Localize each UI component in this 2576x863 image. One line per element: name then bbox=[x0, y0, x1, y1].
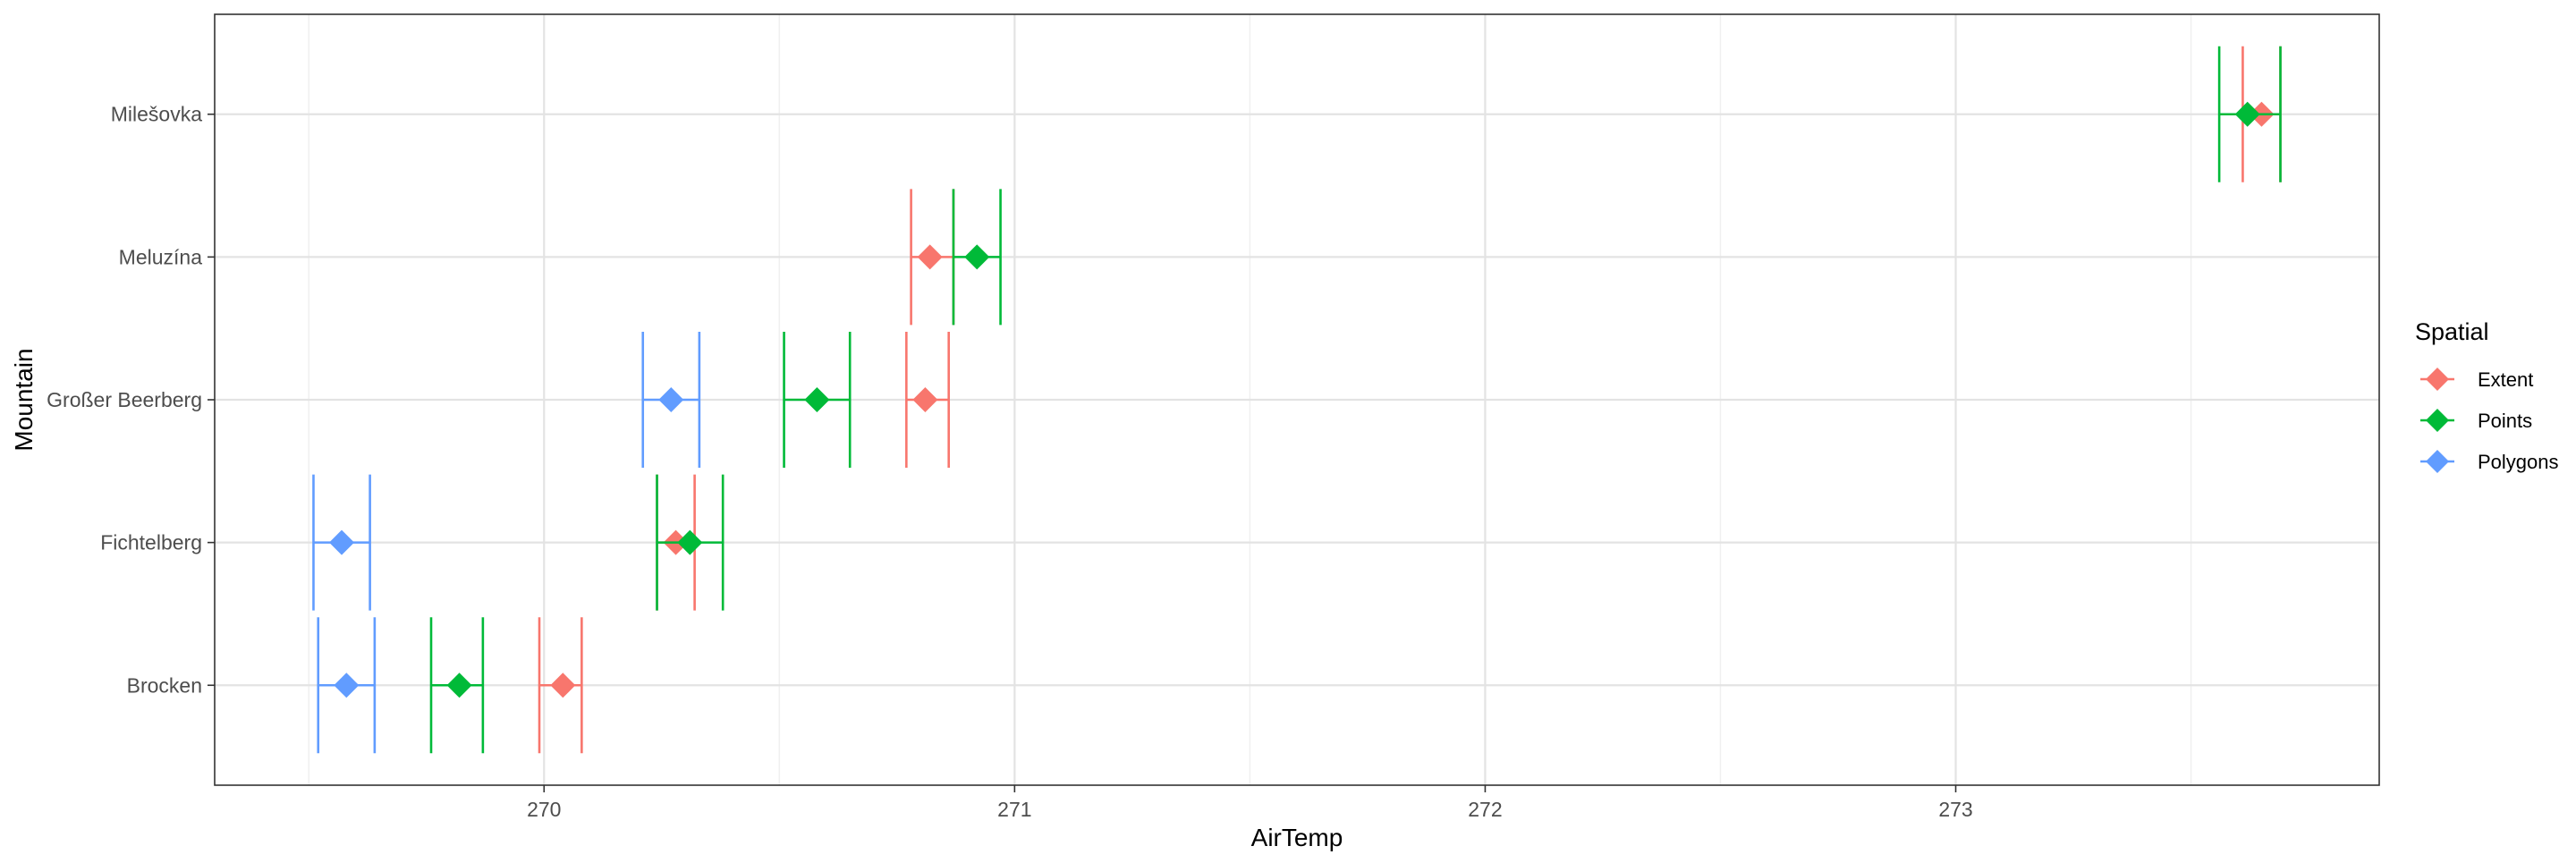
y-tick-label: Fichtelberg bbox=[100, 531, 202, 554]
legend-key-diamond bbox=[2426, 409, 2449, 432]
legend-label: Polygons bbox=[2478, 451, 2559, 473]
x-tick-label: 272 bbox=[1468, 798, 1502, 821]
legend-item-polygons: Polygons bbox=[2420, 450, 2559, 473]
legend-item-points: Points bbox=[2420, 409, 2532, 432]
data-point-diamond bbox=[677, 529, 703, 555]
legend-item-extent: Extent bbox=[2420, 368, 2533, 391]
axis-layer: 270 271 272 273 Brocken Fichtelberg Großer Bee… bbox=[47, 103, 1973, 821]
data-point-diamond bbox=[550, 673, 576, 698]
y-tick-label: Milešovka bbox=[111, 103, 202, 126]
data-point-diamond bbox=[329, 529, 355, 555]
grid-layer bbox=[215, 14, 2379, 785]
y-tick-label: Meluzína bbox=[119, 245, 203, 268]
data-point-diamond bbox=[964, 244, 990, 270]
series-points bbox=[429, 46, 2282, 754]
data-point-diamond bbox=[804, 387, 830, 412]
legend-title: Spatial bbox=[2415, 318, 2489, 345]
y-tick-label: Großer Beerberg bbox=[47, 388, 202, 411]
x-axis-title: AirTemp bbox=[1251, 824, 1343, 851]
legend-label: Extent bbox=[2478, 368, 2533, 391]
data-point-diamond bbox=[912, 387, 938, 412]
data-point-diamond bbox=[917, 244, 943, 270]
legend-key-diamond bbox=[2426, 450, 2449, 473]
legend-key-diamond bbox=[2426, 368, 2449, 391]
data-point-diamond bbox=[334, 673, 360, 698]
y-axis-title: Mountain bbox=[10, 348, 38, 451]
legend-label: Points bbox=[2478, 410, 2532, 432]
x-tick-label: 271 bbox=[997, 798, 1031, 821]
y-tick-label: Brocken bbox=[127, 673, 202, 697]
data-point-diamond bbox=[446, 673, 472, 698]
data-point-diamond bbox=[2234, 101, 2260, 127]
series-layer bbox=[312, 46, 2282, 754]
x-tick-label: 270 bbox=[527, 798, 561, 821]
x-tick-label: 273 bbox=[1938, 798, 1972, 821]
legend: Spatial Extent Points Polygons bbox=[2415, 318, 2559, 473]
data-point-diamond bbox=[658, 387, 684, 412]
series-polygons bbox=[312, 332, 701, 754]
